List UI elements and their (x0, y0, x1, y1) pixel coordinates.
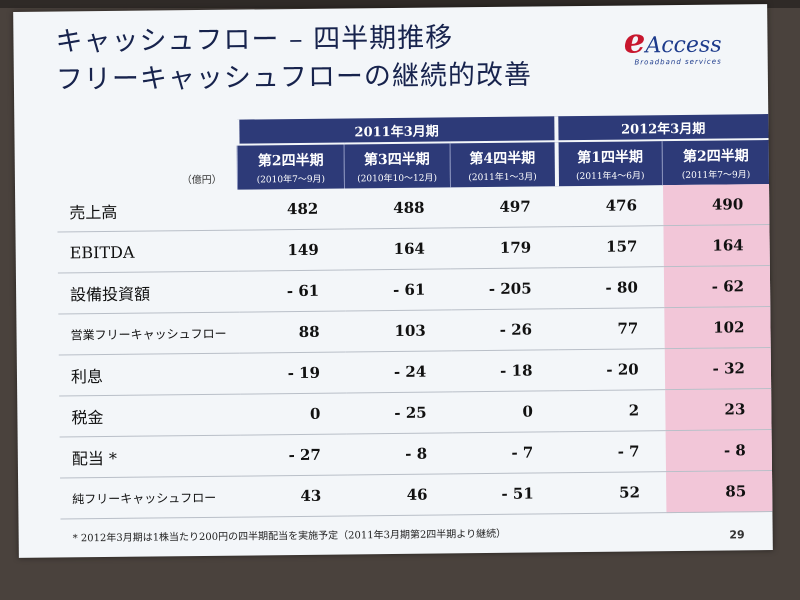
table-body: 売上高 482 488 497 476 490 EBITDA 149 164 179 157 164 設… (57, 184, 773, 519)
eaccess-logo: eAccess Broadband services (601, 21, 722, 80)
logo-e-letter: e (623, 21, 646, 62)
value-cell: 77 (557, 307, 665, 350)
footnote: * 2012年3月期は1株当たり200円の四半期配当を実施予定（2011年3月期… (72, 528, 507, 545)
quarter-period: (2011年7～9月) (681, 169, 751, 181)
value-cell: - 7 (559, 430, 666, 473)
value-cell: 476 (556, 185, 664, 227)
row-label: 純フリーキャッシュフロー (60, 476, 242, 519)
value-cell: 164 (344, 227, 452, 271)
value-cell: 488 (344, 187, 451, 230)
value-cell: 2 (558, 389, 666, 432)
table-row: 純フリーキャッシュフロー 43 46- 51 52 85 (60, 470, 773, 519)
slide-title: キャッシュフロー – 四半期推移 フリーキャッシュフローの継続的改善 (55, 19, 532, 100)
value-cell: 164 (663, 224, 770, 267)
page-number: 29 (729, 528, 745, 542)
unit-label: （億円） (181, 174, 222, 187)
quarter-header: 第2四半期 (2011年7～9月) (662, 139, 770, 186)
value-cell: 103 (345, 309, 453, 352)
room-background (0, 0, 800, 8)
value-cell: 23 (664, 388, 772, 431)
value-cell: 85 (665, 470, 773, 513)
row-label: 利息 (58, 353, 240, 397)
quarter-period: (2011年4～6月) (576, 170, 645, 182)
value-cell: - 19 (239, 351, 347, 395)
presentation-slide: キャッシュフロー – 四半期推移 フリーキャッシュフローの継続的改善 eAcce… (13, 4, 773, 558)
group-header-fy2011: 2011年3月期 (237, 116, 557, 145)
value-cell: 102 (664, 306, 771, 349)
row-label: 配当 * (59, 435, 241, 478)
quarter-name: 第1四半期 (577, 148, 644, 166)
quarter-header: 第2四半期 (2010年7～9月) (237, 143, 345, 190)
value-cell: 46 (347, 473, 454, 516)
value-cell: 43 (240, 474, 348, 518)
value-cell: 0 (239, 392, 347, 436)
value-cell: 179 (450, 226, 558, 269)
quarter-period: (2010年10～12月) (357, 173, 438, 184)
row-label: EBITDA (57, 230, 239, 274)
row-label: 税金 (59, 394, 241, 437)
value-cell: - 25 (346, 391, 453, 434)
value-cell: - 51 (453, 472, 560, 515)
title-line-1: キャッシュフロー – 四半期推移 (55, 22, 454, 58)
value-cell: - 20 (558, 348, 665, 391)
group-header-fy2012: 2012年3月期 (555, 114, 769, 142)
value-cell: - 24 (345, 350, 453, 393)
quarter-header: 第1四半期 (2011年4～6月) (556, 140, 663, 187)
value-cell: - 62 (663, 265, 771, 308)
value-cell: - 80 (557, 266, 665, 309)
value-cell: - 26 (451, 308, 559, 351)
quarter-period: (2010年7～9月) (256, 174, 326, 185)
value-cell: 490 (662, 184, 770, 226)
value-cell: - 205 (451, 267, 558, 310)
logo-tagline: Broadband services (634, 57, 722, 67)
value-cell: 52 (559, 471, 667, 514)
title-line-2: フリーキャッシュフローの継続的改善 (55, 59, 533, 96)
value-cell: - 32 (664, 347, 772, 390)
value-cell: 482 (237, 188, 345, 231)
value-cell: - 61 (238, 270, 346, 313)
value-cell: - 7 (452, 431, 560, 474)
value-cell: 157 (556, 225, 664, 268)
value-cell: 149 (238, 229, 345, 272)
quarter-name: 第2四半期 (682, 147, 749, 165)
quarter-name: 第2四半期 (257, 152, 324, 169)
logo-name: Access (645, 32, 722, 59)
quarter-period: (2011年1～3月) (468, 171, 537, 183)
value-cell: - 8 (346, 432, 454, 475)
value-cell: - 8 (665, 429, 773, 472)
row-label: 営業フリーキャッシュフロー (58, 312, 240, 356)
quarter-header: 第4四半期 (2011年1～3月) (449, 141, 557, 188)
quarter-header: 第3四半期 (2010年10～12月) (343, 142, 451, 189)
cash-flow-table: （億円） 2011年3月期 2012年3月期 第2四半期 (2010年7～9月) … (56, 114, 773, 519)
value-cell: - 18 (452, 349, 559, 392)
quarter-name: 第4四半期 (469, 150, 536, 167)
value-cell: - 27 (240, 433, 348, 477)
row-label: 設備投資額 (57, 271, 240, 315)
quarter-name: 第3四半期 (363, 151, 430, 168)
value-cell: 88 (239, 311, 346, 354)
value-cell: 0 (452, 390, 560, 433)
value-cell: 497 (450, 186, 557, 228)
row-label: 売上高 (57, 189, 239, 233)
value-cell: - 61 (344, 268, 452, 312)
